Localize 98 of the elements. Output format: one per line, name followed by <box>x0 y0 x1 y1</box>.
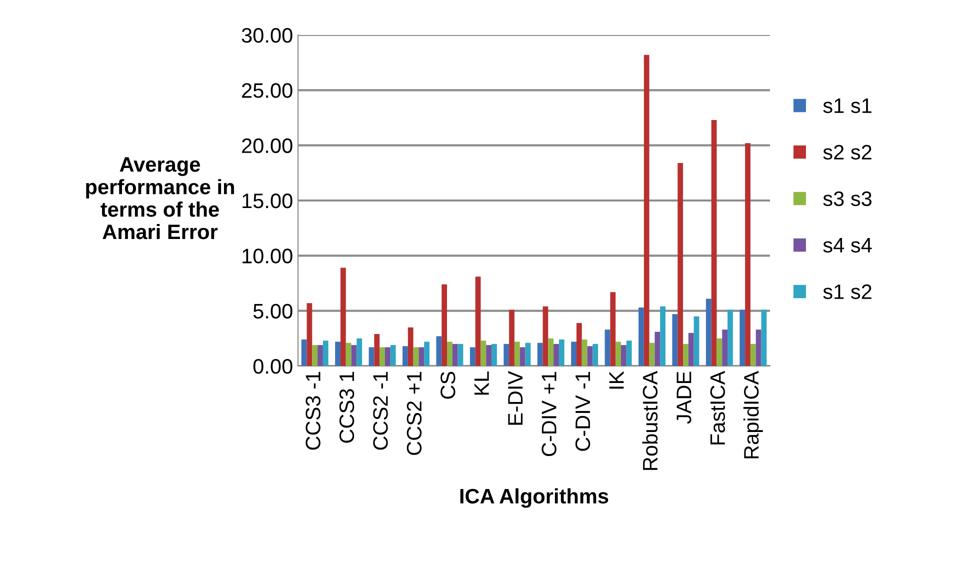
x-tick-label: C-DIV +1 <box>542 372 556 456</box>
bar <box>761 310 767 366</box>
x-tick-label: KL <box>474 372 489 395</box>
bar <box>340 268 346 366</box>
bar <box>756 330 762 366</box>
bar <box>683 344 688 366</box>
bar <box>520 347 526 366</box>
bar <box>447 342 452 366</box>
bar <box>452 344 458 366</box>
bar <box>654 332 660 366</box>
bar <box>390 345 396 366</box>
bar <box>711 120 717 366</box>
y-tick-label: 10.00 <box>242 248 292 264</box>
bar <box>486 345 492 366</box>
x-axis-title: ICA Algorithms <box>460 488 608 508</box>
bar <box>525 342 531 366</box>
bar <box>571 342 576 366</box>
bar <box>346 342 352 366</box>
bar <box>380 347 385 366</box>
bar <box>740 310 746 366</box>
bar <box>318 345 323 366</box>
y-tick-label: 0.00 <box>253 359 292 374</box>
bar <box>620 345 626 366</box>
bar <box>587 346 593 366</box>
x-tick-label: FastICA <box>710 370 726 444</box>
bar <box>442 284 448 366</box>
bar <box>554 344 559 366</box>
bar <box>626 340 632 366</box>
bar <box>688 332 694 366</box>
bar <box>542 306 548 366</box>
bar <box>616 342 621 366</box>
bar <box>649 342 655 366</box>
bar <box>716 338 722 366</box>
bar <box>537 342 543 366</box>
bar <box>492 344 497 366</box>
y-axis-title: Average performance in terms of the Amari Error <box>86 157 234 240</box>
bar <box>610 292 616 366</box>
bar <box>356 338 362 366</box>
x-tick-label: CCS3 1 <box>339 372 354 443</box>
y-tick-label: 5.00 <box>253 304 292 319</box>
x-tick-label: CCS2 +1 <box>406 372 422 455</box>
bar <box>306 303 312 366</box>
bar <box>750 344 756 366</box>
bar <box>722 330 728 366</box>
bar <box>706 298 712 366</box>
bar <box>470 347 476 366</box>
legend-label: s1 s1 <box>823 98 872 114</box>
bar <box>436 336 442 366</box>
bar <box>322 340 328 366</box>
x-tick-label: C-DIV -1 <box>575 372 590 451</box>
bar <box>424 342 430 366</box>
bar <box>408 327 414 366</box>
bar <box>351 345 357 366</box>
x-tick-label: RapidICA <box>743 370 763 458</box>
y-tick-label: 20.00 <box>242 138 292 154</box>
x-tick-label: CS <box>440 372 456 399</box>
legend-label: s4 s4 <box>823 238 872 253</box>
bar <box>301 340 307 366</box>
bar <box>558 340 564 366</box>
legend-label: s2 s2 <box>823 144 872 160</box>
bar <box>368 347 374 366</box>
legend-label: s3 s3 <box>823 191 872 206</box>
bar <box>660 306 666 366</box>
x-tick-label: JADE <box>676 372 692 424</box>
legend-label: s1 s2 <box>823 284 872 300</box>
bar <box>644 54 650 366</box>
bar <box>458 344 464 366</box>
bar <box>480 340 486 366</box>
bar <box>509 310 514 366</box>
bar <box>678 162 684 366</box>
x-tick-label: CCS2 -1 <box>373 372 388 450</box>
bar <box>592 344 598 366</box>
x-tick-label: IK <box>609 371 624 389</box>
bar <box>475 276 481 366</box>
y-tick-label: 15.00 <box>242 194 292 208</box>
bar <box>514 342 520 366</box>
y-tick-label: 25.00 <box>242 83 292 98</box>
bar <box>335 342 340 366</box>
x-tick-label: RobustICA <box>642 370 658 470</box>
bar <box>576 322 582 366</box>
bar <box>384 347 390 366</box>
bar <box>413 347 419 366</box>
bar <box>548 338 554 366</box>
bar <box>728 310 733 366</box>
bar <box>582 340 588 366</box>
bar <box>418 347 424 366</box>
bar <box>402 346 408 366</box>
bar <box>745 143 750 366</box>
x-tick-label: E-DIV <box>508 370 523 425</box>
bar <box>638 308 644 366</box>
bar <box>504 344 510 366</box>
bar <box>672 314 678 366</box>
bar <box>312 345 318 366</box>
bar <box>374 334 380 366</box>
y-tick-label: 30.00 <box>242 28 292 43</box>
bar <box>694 316 700 366</box>
x-tick-label: CCS3 -1 <box>306 372 320 450</box>
bar <box>604 330 610 366</box>
